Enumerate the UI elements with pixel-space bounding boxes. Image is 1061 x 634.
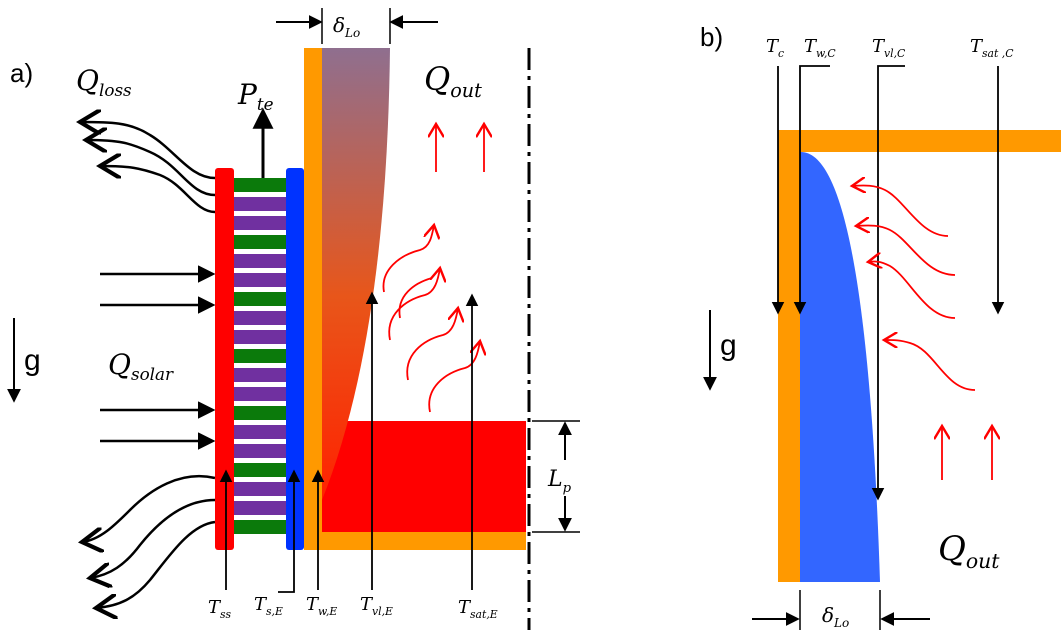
te-leg-n	[234, 292, 286, 306]
liquid-film-a	[322, 48, 390, 500]
te-leg-p	[234, 368, 286, 382]
delta-lo-label-a: δLo	[333, 13, 360, 40]
panel-b-label: b)	[700, 22, 723, 52]
te-leg-p	[234, 444, 286, 458]
te-leg-n	[234, 520, 286, 534]
te-leg-p	[234, 387, 286, 401]
p-te-label: Pte	[237, 78, 274, 114]
te-leg-p	[234, 197, 286, 211]
vapor-flow-arrows-b	[852, 185, 976, 391]
condensate-film	[800, 151, 880, 582]
panel-b: b) g Tc Tw,C Tvl,C Tsat ,C	[700, 22, 1061, 630]
gravity-label-b: g	[720, 329, 737, 362]
te-leg-p	[234, 311, 286, 325]
panel-a-label: a)	[10, 58, 33, 88]
t-ss-label: Tss	[208, 597, 232, 621]
thermoelectric-stack	[234, 178, 286, 548]
te-leg-p	[234, 216, 286, 230]
liquid-pool	[322, 421, 526, 532]
te-leg-p	[234, 425, 286, 439]
te-leg-p	[234, 482, 286, 496]
temp-pointers-b	[771, 65, 1005, 501]
q-solar-arrows	[100, 265, 216, 450]
te-leg-p	[234, 330, 286, 344]
lp-label: Lp	[547, 467, 572, 496]
te-leg-n	[234, 349, 286, 363]
wall-vertical-b	[778, 130, 800, 582]
gravity-label-a: g	[24, 344, 41, 377]
t-satc-label: Tsat ,C	[970, 36, 1014, 60]
q-loss-arrows-bottom	[82, 474, 216, 608]
q-out-arrows-a	[436, 124, 484, 172]
q-out-arrows-b	[942, 426, 992, 480]
wall-vertical-a	[304, 48, 322, 550]
delta-lo-label-b: δLo	[822, 603, 849, 630]
te-leg-n	[234, 235, 286, 249]
t-vlc-label: Tvl,C	[872, 36, 906, 60]
t-vle-label: Tvl,E	[360, 594, 393, 618]
q-solar-label: Qsolar	[108, 348, 174, 384]
wall-top-b	[778, 130, 1061, 152]
q-out-label-a: Qout	[424, 60, 482, 102]
wall-bottom-a	[304, 532, 526, 550]
vapor-flow-arrows-a	[382, 225, 480, 413]
q-loss-label: Qloss	[76, 64, 132, 100]
te-leg-p	[234, 501, 286, 515]
te-leg-n	[234, 406, 286, 420]
te-leg-n	[234, 178, 286, 192]
t-se-label: Ts,E	[254, 594, 283, 618]
te-leg-n	[234, 463, 286, 477]
te-leg-p	[234, 254, 286, 268]
t-c-label: Tc	[766, 36, 784, 60]
panel-a: a) g Qloss Pte Qout Qsolar	[7, 8, 580, 630]
t-we-label: Tw,E	[306, 594, 337, 618]
t-sate-label: Tsat,E	[458, 597, 498, 621]
cold-plate-a	[286, 168, 304, 550]
absorber-plate	[215, 168, 234, 550]
temp-pointers-a	[219, 291, 479, 593]
te-leg-p	[234, 273, 286, 287]
q-loss-arrows-top	[80, 122, 216, 214]
t-wc-label: Tw,C	[804, 36, 836, 60]
q-out-label-b: Qout	[938, 529, 1000, 573]
